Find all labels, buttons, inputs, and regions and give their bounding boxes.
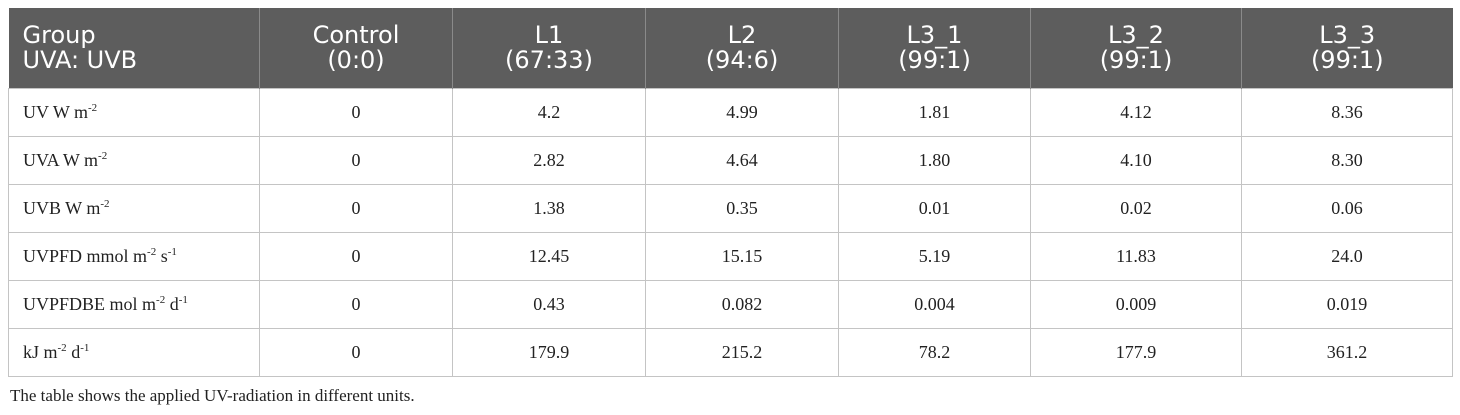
cell-value: 179.9	[452, 328, 646, 377]
cell-value: 0.082	[645, 280, 839, 329]
cell-value: 361.2	[1241, 328, 1453, 377]
cell-value: 0.004	[838, 280, 1031, 329]
cell-value: 11.83	[1030, 232, 1242, 281]
cell-value: 0	[259, 88, 453, 137]
table-row: kJ m-2 d-1 0 179.9 215.2 78.2 177.9 361.…	[8, 328, 1453, 377]
cell-value: 1.38	[452, 184, 646, 233]
cell-value: 1.81	[838, 88, 1031, 137]
cell-value: 4.64	[645, 136, 839, 185]
cell-value: 0.06	[1241, 184, 1453, 233]
cell-value: 4.99	[645, 88, 839, 137]
header-l3-1: L3_1 (99:1)	[838, 8, 1031, 89]
cell-value: 0	[259, 232, 453, 281]
row-label: UVB W m-2	[8, 184, 260, 233]
cell-value: 0.02	[1030, 184, 1242, 233]
cell-value: 215.2	[645, 328, 839, 377]
table-row: UVA W m-2 0 2.82 4.64 1.80 4.10 8.30	[8, 136, 1453, 185]
cell-value: 8.36	[1241, 88, 1453, 137]
cell-value: 0.01	[838, 184, 1031, 233]
cell-value: 0.35	[645, 184, 839, 233]
cell-value: 4.2	[452, 88, 646, 137]
cell-value: 0.009	[1030, 280, 1242, 329]
table-row: UVPFD mmol m-2 s-1 0 12.45 15.15 5.19 11…	[8, 232, 1453, 281]
uv-radiation-table: Group UVA: UVB Control (0:0) L1 (67:33) …	[8, 8, 1453, 377]
table-row: UV W m-2 0 4.2 4.99 1.81 4.12 8.36	[8, 88, 1453, 137]
cell-value: 0	[259, 328, 453, 377]
header-l3-3: L3_3 (99:1)	[1241, 8, 1453, 89]
header-row: Group UVA: UVB Control (0:0) L1 (67:33) …	[8, 8, 1453, 89]
cell-value: 4.12	[1030, 88, 1242, 137]
table-row: UVB W m-2 0 1.38 0.35 0.01 0.02 0.06	[8, 184, 1453, 233]
cell-value: 177.9	[1030, 328, 1242, 377]
row-label: UV W m-2	[8, 88, 260, 137]
header-group: Group UVA: UVB	[8, 8, 260, 89]
cell-value: 24.0	[1241, 232, 1453, 281]
row-label: UVPFDBE mol m-2 d-1	[8, 280, 260, 329]
uv-radiation-table-container: Group UVA: UVB Control (0:0) L1 (67:33) …	[8, 8, 1453, 377]
cell-value: 5.19	[838, 232, 1031, 281]
cell-value: 0	[259, 280, 453, 329]
cell-value: 78.2	[838, 328, 1031, 377]
cell-value: 8.30	[1241, 136, 1453, 185]
cell-value: 0.019	[1241, 280, 1453, 329]
table-caption: The table shows the applied UV-radiation…	[10, 386, 415, 405]
cell-value: 15.15	[645, 232, 839, 281]
row-label: kJ m-2 d-1	[8, 328, 260, 377]
row-label: UVA W m-2	[8, 136, 260, 185]
header-l2: L2 (94:6)	[645, 8, 839, 89]
cell-value: 0	[259, 136, 453, 185]
cell-value: 0.43	[452, 280, 646, 329]
cell-value: 1.80	[838, 136, 1031, 185]
cell-value: 2.82	[452, 136, 646, 185]
cell-value: 0	[259, 184, 453, 233]
header-l1: L1 (67:33)	[452, 8, 646, 89]
row-label: UVPFD mmol m-2 s-1	[8, 232, 260, 281]
header-l3-2: L3_2 (99:1)	[1030, 8, 1242, 89]
cell-value: 4.10	[1030, 136, 1242, 185]
header-control: Control (0:0)	[259, 8, 453, 89]
table-row: UVPFDBE mol m-2 d-1 0 0.43 0.082 0.004 0…	[8, 280, 1453, 329]
cell-value: 12.45	[452, 232, 646, 281]
